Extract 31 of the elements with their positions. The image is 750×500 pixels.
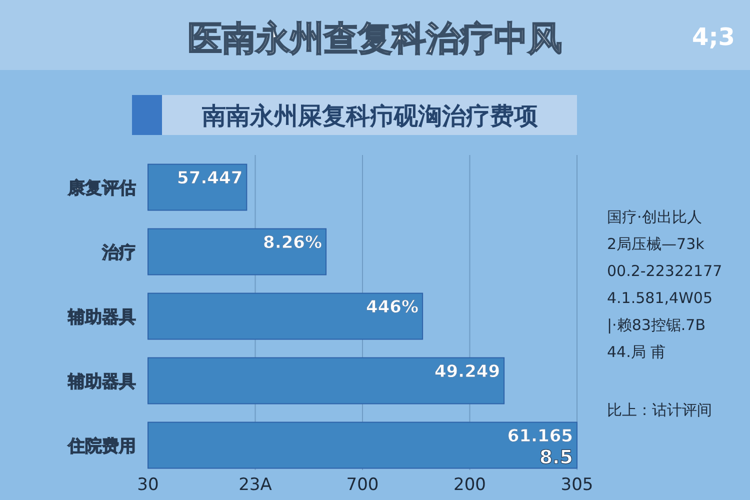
text: 200 [454, 475, 486, 495]
text: 00.2-22322177 [607, 262, 722, 280]
text: 4;3 [692, 23, 735, 51]
text: 700 [346, 475, 379, 495]
bar [148, 357, 505, 404]
y-tick-label: 治疗 [101, 242, 136, 263]
y-tick-label: 康复评估 [67, 178, 136, 198]
y-tick-label: 住院费用 [67, 436, 136, 456]
bar [148, 228, 327, 276]
bar [148, 422, 578, 469]
chart-subtitle: 南南永州屎复科疖砚洶治疗费项 [201, 102, 538, 130]
y-tick-label: 辅助器具 [67, 372, 136, 392]
text: 44.局 甫 [607, 343, 666, 361]
text: 国疗·创出比人 [607, 208, 702, 226]
text: 4.1.581,4W05 [607, 289, 712, 307]
annotation: 8.5 [539, 446, 573, 468]
annotation: 57.447 [177, 168, 243, 188]
text: |·赖83控锯.7B [607, 316, 706, 334]
y-tick-label: 辅助器具 [67, 307, 136, 328]
text: 2局压械—73k [607, 235, 705, 253]
annotation: 61.165 [507, 426, 573, 446]
text: 比上：诂计评间 [607, 401, 712, 419]
annotation: 8.26% [263, 232, 322, 253]
text: 305 [560, 475, 594, 495]
text: 23A [238, 475, 272, 495]
chart-title: 医南永州查复科治疗中风 [188, 19, 562, 59]
bar [148, 164, 248, 211]
annotation: 49.249 [434, 362, 500, 382]
annotation: 446% [366, 297, 419, 318]
text: 30 [137, 475, 159, 495]
bar [148, 292, 424, 340]
